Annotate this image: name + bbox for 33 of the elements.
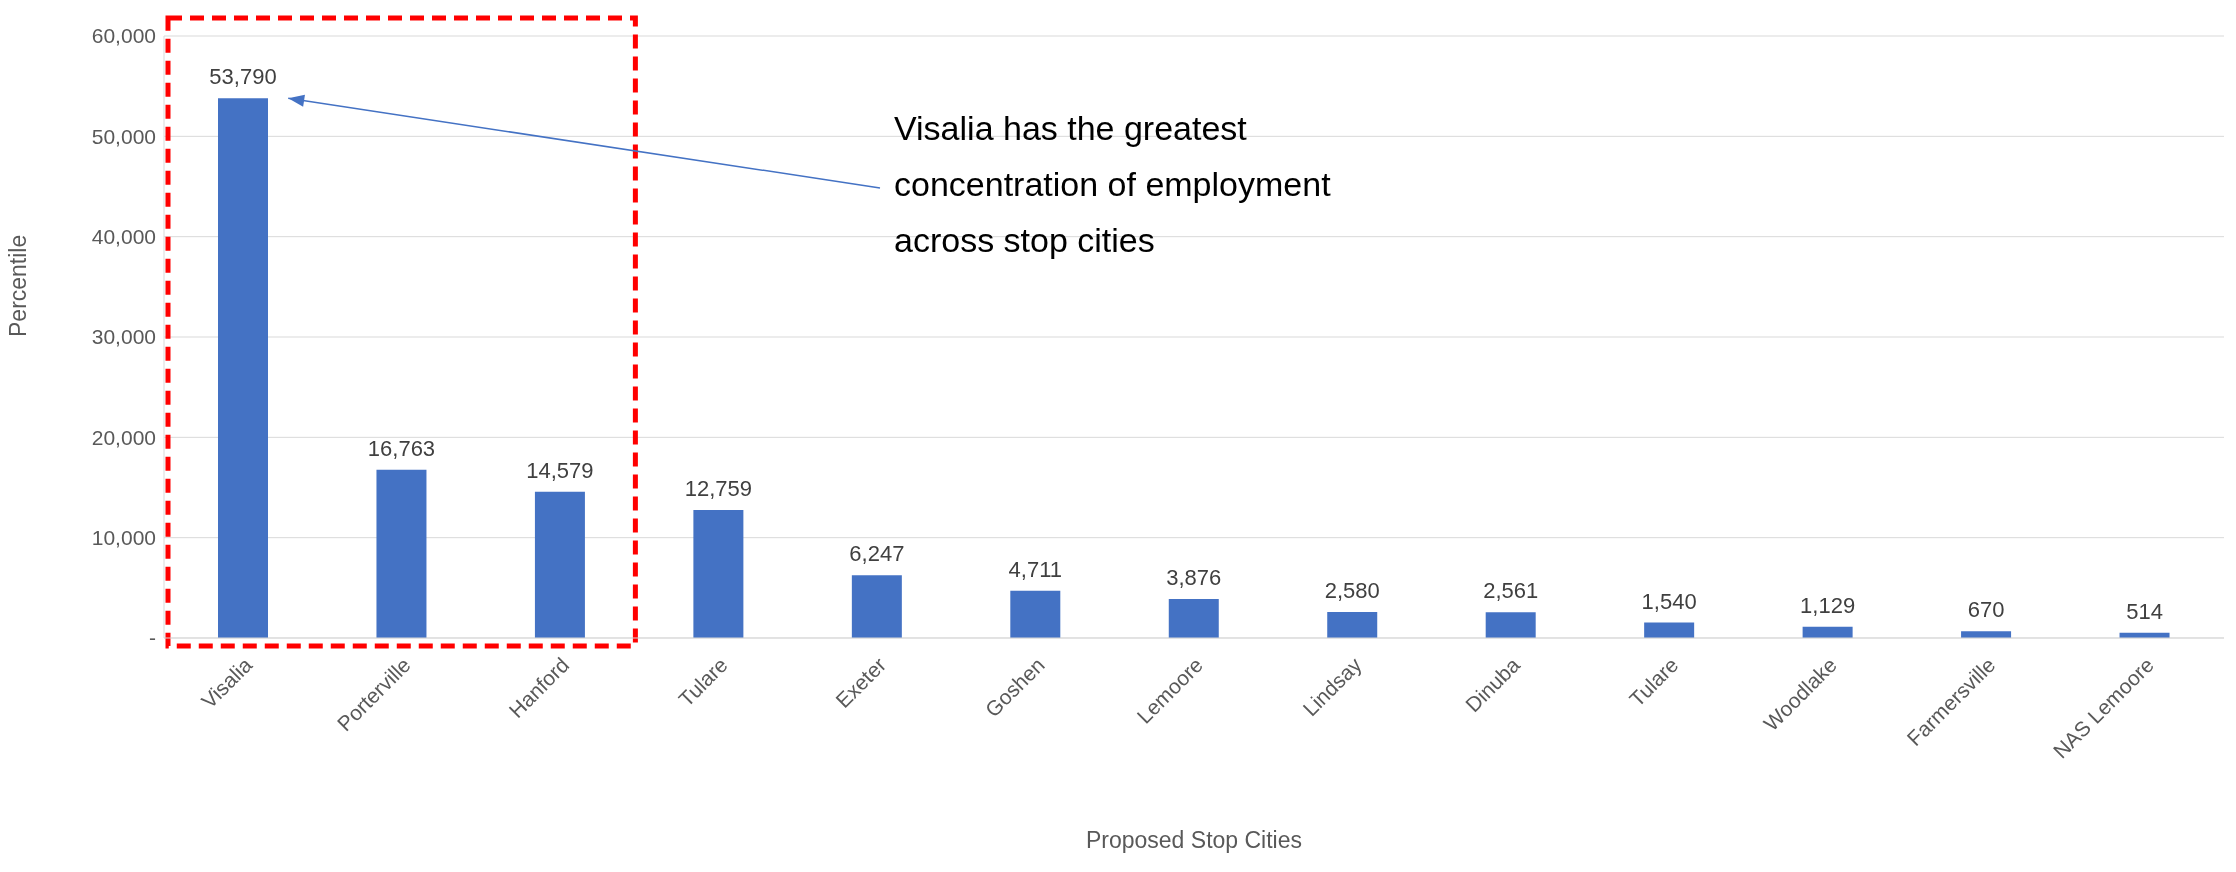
- data-label: 16,763: [367, 435, 436, 461]
- bar: [851, 575, 902, 638]
- data-label: 2,561: [1483, 578, 1539, 604]
- bar: [1010, 590, 1061, 638]
- data-label: 670: [1967, 597, 2005, 623]
- data-label: 12,759: [684, 475, 753, 501]
- data-label: 4,711: [1008, 556, 1063, 582]
- y-tick-label: 50,000: [91, 124, 156, 148]
- y-tick-label: 40,000: [91, 225, 156, 249]
- data-label: 6,247: [849, 541, 905, 567]
- data-label: 514: [2126, 598, 2163, 624]
- bar: [1485, 612, 1536, 638]
- data-label: 2,580: [1324, 578, 1380, 604]
- annotation: Visalia has the greatest concentration of employment across stop cities: [894, 108, 1332, 261]
- data-label: 14,579: [526, 457, 594, 483]
- y-tick-label: 20,000: [91, 425, 156, 449]
- y-tick-label: 10,000: [91, 526, 156, 550]
- y-axis-title: Percentile: [5, 234, 32, 337]
- bar: [1168, 599, 1219, 638]
- x-axis-title: Proposed Stop Cities: [1085, 827, 1303, 853]
- data-label: 3,876: [1166, 565, 1222, 591]
- y-tick-label: 60,000: [91, 24, 156, 48]
- bar: [376, 469, 427, 638]
- bar: [693, 509, 744, 638]
- y-tick-label: -: [149, 626, 156, 650]
- bar: [1644, 622, 1695, 638]
- bar: [218, 98, 268, 638]
- bar: [1327, 612, 1378, 638]
- bar: [534, 491, 585, 638]
- data-label: 1,540: [1641, 588, 1697, 614]
- y-tick-label: 30,000: [91, 325, 156, 349]
- data-label: 53,790: [209, 64, 277, 90]
- data-label: 1,129: [1800, 592, 1856, 618]
